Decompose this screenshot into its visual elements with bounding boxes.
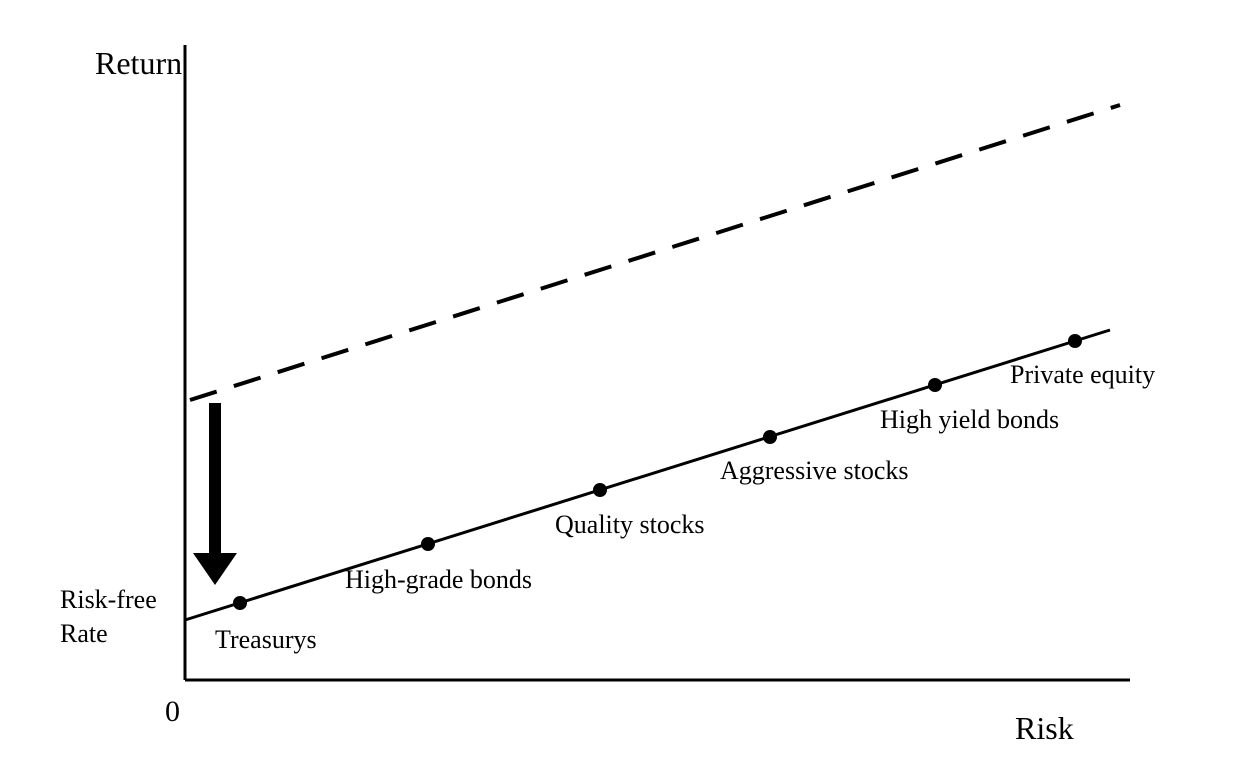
point-label-high-grade-bonds: High-grade bonds xyxy=(345,565,532,595)
data-point-marker xyxy=(1068,334,1082,348)
data-point-marker xyxy=(593,483,607,497)
y-axis-title: Return xyxy=(95,45,182,82)
data-point-marker xyxy=(763,430,777,444)
data-point-marker xyxy=(928,378,942,392)
down-arrow-icon xyxy=(193,403,237,585)
origin-label: 0 xyxy=(165,695,180,729)
point-label-treasurys: Treasurys xyxy=(215,625,317,655)
x-axis-title: Risk xyxy=(1015,710,1074,747)
risk-free-rate-label-line1: Risk-free xyxy=(60,585,157,615)
data-point-marker xyxy=(233,596,247,610)
risk-free-rate-label-line2: Rate xyxy=(60,619,108,649)
risk-return-chart: Return Risk 0 Risk-free Rate Treasurys H… xyxy=(0,0,1246,778)
point-label-aggressive-stocks: Aggressive stocks xyxy=(720,456,908,486)
solid-capital-market-line xyxy=(185,330,1110,620)
point-label-high-yield-bonds: High yield bonds xyxy=(880,405,1059,435)
point-label-private-equity: Private equity xyxy=(1010,360,1155,390)
data-point-marker xyxy=(421,537,435,551)
point-label-quality-stocks: Quality stocks xyxy=(555,510,705,540)
dashed-capital-market-line xyxy=(190,105,1120,400)
